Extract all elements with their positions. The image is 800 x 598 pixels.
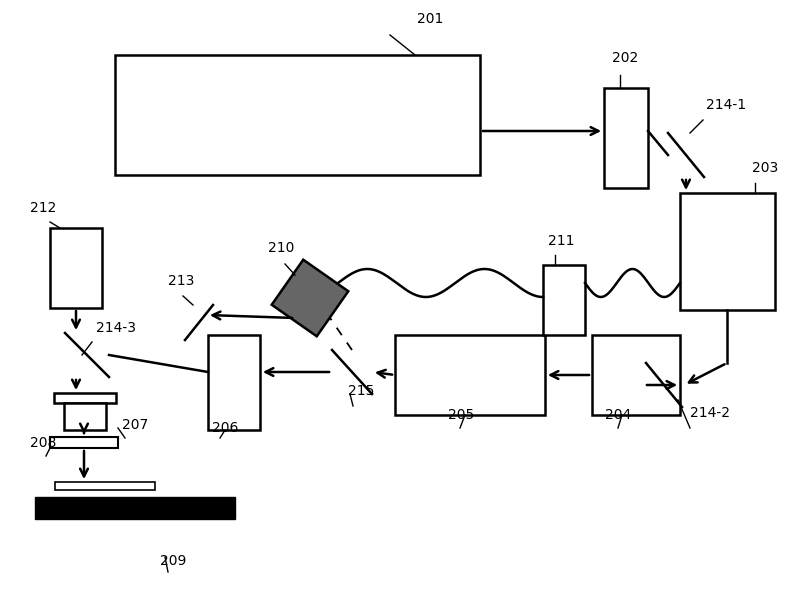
Bar	[592, 335, 680, 415]
Text: 214-2: 214-2	[690, 406, 730, 420]
Text: 212: 212	[30, 201, 56, 215]
Bar	[50, 437, 118, 448]
Text: 210: 210	[268, 241, 294, 255]
Text: 203: 203	[752, 161, 778, 175]
Bar	[64, 403, 106, 430]
Text: 206: 206	[212, 421, 238, 435]
Text: 208: 208	[30, 436, 56, 450]
Bar	[115, 55, 480, 175]
Polygon shape	[272, 260, 348, 336]
Bar	[208, 335, 260, 430]
Text: 215: 215	[348, 384, 374, 398]
Bar	[604, 88, 648, 188]
Bar	[55, 482, 155, 490]
Bar	[543, 265, 585, 335]
Bar	[395, 335, 545, 415]
Text: 213: 213	[168, 274, 194, 288]
Text: 204: 204	[605, 408, 631, 422]
Text: 214-1: 214-1	[706, 98, 746, 112]
Bar	[680, 193, 775, 310]
Text: 201: 201	[417, 12, 443, 26]
Bar	[35, 497, 235, 519]
Bar	[54, 393, 116, 403]
Bar	[50, 228, 102, 308]
Text: 205: 205	[448, 408, 474, 422]
Text: 209: 209	[160, 554, 186, 568]
Text: 202: 202	[612, 51, 638, 65]
Text: 207: 207	[122, 418, 148, 432]
Text: 211: 211	[548, 234, 574, 248]
Text: 214-3: 214-3	[96, 321, 136, 335]
